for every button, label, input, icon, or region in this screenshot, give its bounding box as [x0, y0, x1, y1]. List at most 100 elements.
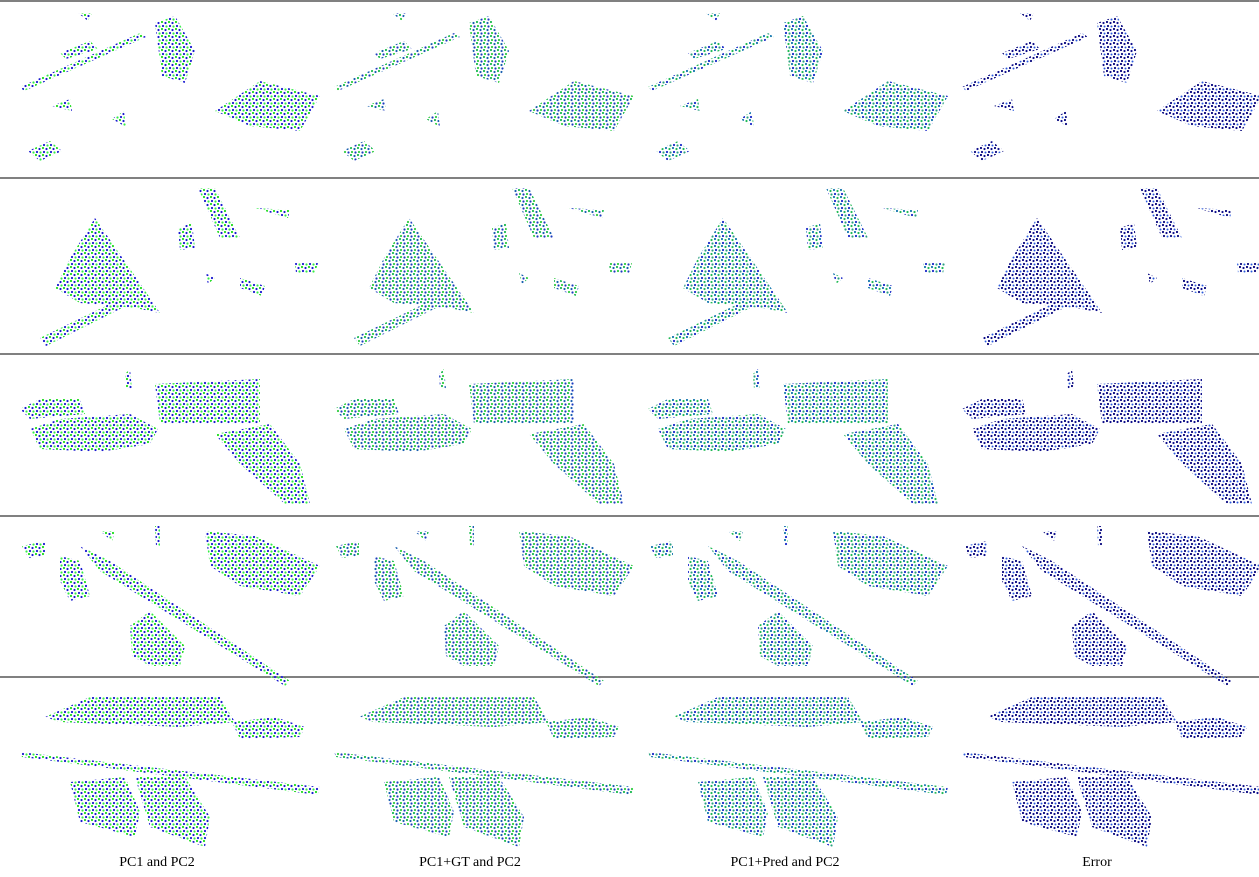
point-cloud	[1182, 278, 1207, 296]
point-cloud	[336, 541, 359, 558]
point-cloud	[740, 111, 754, 127]
page: PC1 and PC2 PC1+GT and PC2 PC1+Pred and …	[0, 0, 1259, 877]
point-cloud	[469, 379, 574, 424]
point-cloud	[972, 414, 1100, 452]
point-cloud	[22, 541, 45, 558]
point-cloud	[178, 223, 195, 250]
point-cloud	[962, 399, 1027, 419]
point-cloud	[205, 273, 215, 284]
point-cloud	[45, 697, 235, 727]
point-cloud	[1054, 111, 1068, 127]
point-cloud	[680, 99, 700, 111]
point-cloud	[374, 556, 404, 601]
point-cloud	[1237, 263, 1259, 273]
point-cloud	[753, 369, 760, 389]
point-cloud	[354, 300, 436, 346]
point-cloud	[130, 611, 185, 666]
point-cloud	[883, 208, 918, 218]
point-cloud	[658, 414, 786, 452]
point-cloud	[232, 717, 305, 739]
point-cloud	[240, 278, 265, 296]
point-cloud	[648, 33, 774, 91]
point-cloud	[994, 99, 1014, 111]
point-cloud	[783, 526, 788, 546]
point-cloud	[970, 141, 1004, 161]
point-cloud	[342, 141, 376, 161]
point-cloud	[783, 379, 888, 424]
caption: PC1+Pred and PC2	[730, 855, 839, 870]
point-cloud	[650, 541, 673, 558]
point-cloud	[1157, 424, 1252, 504]
point-cloud	[392, 13, 406, 21]
point-cloud	[1120, 223, 1137, 250]
caption: Error	[1082, 855, 1112, 870]
point-cloud	[868, 278, 893, 296]
point-cloud	[1020, 13, 1034, 21]
point-cloud	[706, 13, 720, 21]
point-cloud	[1097, 526, 1102, 546]
point-cloud	[449, 777, 524, 847]
point-cloud	[155, 526, 160, 546]
point-cloud	[843, 424, 938, 504]
point-cloud	[923, 263, 946, 273]
point-cloud	[826, 188, 868, 238]
point-cloud	[1012, 777, 1082, 837]
point-cloud	[1197, 208, 1232, 218]
point-cloud	[1097, 16, 1137, 83]
point-cloud	[1140, 188, 1182, 238]
point-cloud	[70, 777, 140, 837]
point-cloud	[1147, 273, 1157, 284]
point-cloud	[783, 16, 823, 83]
point-cloud	[439, 369, 446, 389]
point-cloud	[554, 278, 579, 296]
point-cloud	[100, 531, 115, 541]
point-cloud	[1042, 531, 1057, 541]
point-cloud	[469, 16, 509, 83]
point-cloud	[52, 99, 72, 111]
point-cloud	[1067, 369, 1074, 389]
point-cloud	[414, 531, 429, 541]
point-cloud	[1097, 379, 1202, 424]
point-cloud	[155, 379, 260, 424]
point-cloud	[698, 777, 768, 837]
point-cloud	[648, 399, 713, 419]
point-cloud	[1072, 611, 1127, 666]
point-cloud	[997, 218, 1102, 313]
point-cloud	[843, 81, 948, 131]
point-cloud	[519, 273, 529, 284]
point-cloud	[763, 777, 838, 847]
point-cloud	[758, 611, 813, 666]
point-cloud	[255, 208, 290, 218]
point-cloud	[198, 188, 240, 238]
point-cloud	[668, 300, 750, 346]
point-cloud	[469, 526, 474, 546]
point-cloud	[334, 399, 399, 419]
point-cloud	[30, 414, 158, 452]
point-cloud	[546, 717, 619, 739]
point-cloud	[20, 33, 146, 91]
point-cloud	[806, 223, 823, 250]
point-cloud	[55, 218, 160, 313]
point-cloud	[1157, 81, 1259, 131]
point-cloud	[529, 424, 624, 504]
point-cloud	[359, 697, 549, 727]
point-cloud	[569, 208, 604, 218]
figure: PC1 and PC2 PC1+GT and PC2 PC1+Pred and …	[0, 0, 1259, 877]
caption: PC1+GT and PC2	[419, 855, 521, 870]
point-cloud	[833, 531, 948, 596]
point-cloud	[60, 556, 90, 601]
point-cloud	[529, 81, 634, 131]
point-cloud	[215, 424, 310, 504]
point-cloud	[444, 611, 499, 666]
point-cloud	[987, 697, 1177, 727]
point-cloud	[205, 531, 320, 596]
point-cloud	[609, 263, 632, 273]
point-cloud	[78, 13, 92, 21]
caption: PC1 and PC2	[119, 855, 194, 870]
point-cloud	[964, 541, 987, 558]
point-cloud	[683, 218, 788, 313]
point-cloud	[28, 141, 62, 161]
point-cloud	[728, 531, 743, 541]
point-cloud	[426, 111, 440, 127]
point-cloud	[344, 414, 472, 452]
